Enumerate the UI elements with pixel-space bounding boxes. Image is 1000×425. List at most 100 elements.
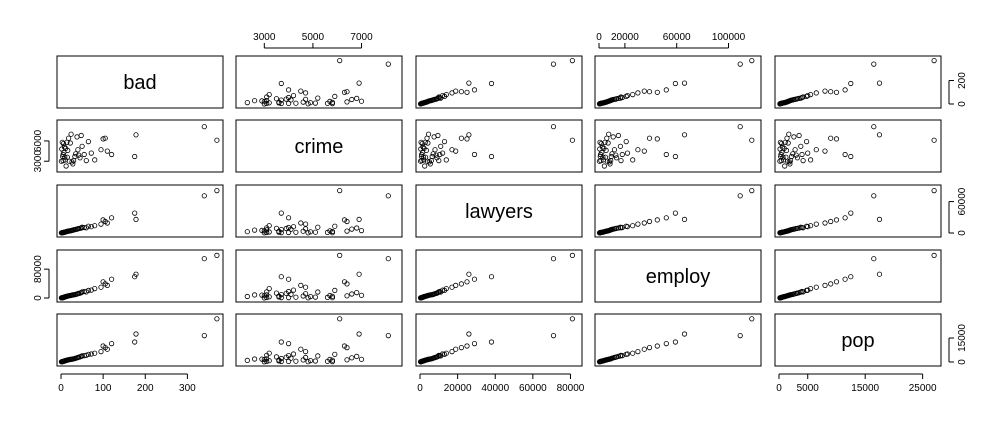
point-pop-lawyers-6 bbox=[458, 344, 464, 351]
point-bad-crime-23 bbox=[252, 98, 258, 104]
point-crime-employ-15 bbox=[615, 132, 622, 139]
point-crime-bad-8 bbox=[98, 147, 104, 153]
point-crime-bad-13 bbox=[81, 151, 87, 158]
point-crime-pop-18 bbox=[792, 147, 798, 153]
point-bad-pop-10 bbox=[805, 93, 811, 99]
point-employ-crime-31 bbox=[329, 293, 335, 299]
point-pop-bad-2 bbox=[133, 331, 139, 337]
point-employ-crime-2 bbox=[356, 271, 362, 277]
point-employ-crime-43 bbox=[305, 295, 311, 301]
point-lawyers-bad-8 bbox=[98, 221, 104, 227]
point-pop-employ-1 bbox=[737, 332, 743, 339]
x-tick-label-employ-1: 20000 bbox=[611, 32, 639, 43]
panel-pop-vs-bad bbox=[56, 313, 224, 367]
point-crime-bad-25 bbox=[68, 131, 74, 137]
point-crime-bad-1 bbox=[201, 124, 207, 130]
point-crime-bad-26 bbox=[67, 140, 73, 146]
point-bad-crime-37 bbox=[293, 100, 299, 106]
point-lawyers-employ-8 bbox=[635, 221, 641, 227]
point-pop-crime-23 bbox=[252, 356, 258, 362]
point-crime-lawyers-42 bbox=[418, 139, 424, 145]
point-pop-crime-37 bbox=[293, 358, 299, 364]
point-bad-crime-6 bbox=[344, 89, 350, 95]
point-lawyers-crime-1 bbox=[385, 193, 391, 199]
point-crime-employ-8 bbox=[635, 147, 641, 153]
point-pop-bad-1 bbox=[201, 332, 207, 339]
point-crime-employ-0 bbox=[749, 137, 755, 143]
panel-lawyers-vs-crime bbox=[235, 184, 403, 238]
point-pop-crime-33 bbox=[307, 357, 314, 364]
point-crime-pop-0 bbox=[931, 137, 937, 143]
panel-bad-vs-employ bbox=[594, 55, 762, 109]
point-lawyers-employ-44 bbox=[596, 230, 603, 236]
point-crime-lawyers-7 bbox=[464, 136, 470, 142]
point-employ-bad-44 bbox=[58, 295, 65, 301]
point-employ-crime-1 bbox=[385, 256, 391, 262]
point-employ-crime-34 bbox=[266, 294, 272, 300]
point-lawyers-crime-41 bbox=[278, 230, 284, 236]
point-pop-bad-10 bbox=[88, 351, 94, 357]
point-pop-bad-8 bbox=[98, 348, 104, 355]
point-crime-bad-42 bbox=[59, 139, 65, 145]
point-crime-employ-6 bbox=[646, 135, 653, 141]
point-crime-bad-9 bbox=[92, 157, 98, 163]
point-employ-crime-37 bbox=[293, 294, 299, 300]
point-pop-lawyers-2 bbox=[466, 331, 472, 337]
point-bad-lawyers-4 bbox=[471, 87, 478, 93]
point-pop-lawyers-1 bbox=[550, 332, 557, 339]
y-tick-label-left-employ-0: 0 bbox=[33, 295, 44, 301]
point-pop-crime-40 bbox=[285, 358, 292, 364]
point-pop-crime-14 bbox=[315, 353, 321, 359]
point-pop-crime-38 bbox=[324, 358, 331, 364]
point-crime-employ-16 bbox=[613, 155, 620, 161]
point-employ-crime-32 bbox=[244, 293, 250, 300]
y-tick-label-right-lawyers-1: 60000 bbox=[957, 187, 968, 215]
point-pop-employ-8 bbox=[635, 348, 641, 355]
point-pop-lawyers-5 bbox=[453, 346, 459, 352]
point-employ-pop-6 bbox=[828, 281, 834, 287]
point-pop-employ-7 bbox=[654, 343, 660, 349]
point-crime-lawyers-16 bbox=[434, 155, 440, 161]
point-crime-lawyers-3 bbox=[488, 153, 495, 160]
point-lawyers-crime-17 bbox=[283, 225, 289, 232]
point-crime-pop-7 bbox=[833, 136, 840, 142]
point-bad-lawyers-44 bbox=[417, 101, 424, 107]
point-lawyers-crime-35 bbox=[276, 229, 282, 235]
point-lawyers-bad-9 bbox=[92, 223, 98, 229]
point-lawyers-employ-7 bbox=[654, 217, 660, 223]
point-lawyers-employ-9 bbox=[630, 223, 636, 229]
point-crime-lawyers-38 bbox=[419, 141, 425, 147]
point-employ-crime-17 bbox=[283, 290, 289, 296]
point-crime-employ-13 bbox=[619, 151, 625, 158]
point-employ-lawyers-4 bbox=[471, 276, 478, 282]
point-pop-crime-29 bbox=[300, 357, 306, 363]
panel-bad-vs-bad bbox=[56, 55, 224, 109]
point-crime-bad-0 bbox=[214, 137, 220, 143]
point-pop-lawyers-8 bbox=[449, 348, 455, 355]
x-tick-label-lawyers-0: 0 bbox=[417, 383, 423, 394]
point-crime-pop-6 bbox=[828, 135, 834, 141]
point-employ-crime-40 bbox=[285, 294, 292, 301]
point-crime-bad-32 bbox=[63, 163, 69, 169]
point-lawyers-crime-19 bbox=[349, 226, 355, 232]
point-lawyers-crime-25 bbox=[358, 228, 365, 234]
point-bad-lawyers-1 bbox=[550, 61, 557, 67]
point-employ-crime-23 bbox=[252, 292, 258, 298]
point-crime-pop-13 bbox=[799, 151, 805, 158]
point-pop-crime-42 bbox=[329, 358, 335, 365]
point-pop-crime-2 bbox=[356, 331, 362, 337]
point-lawyers-crime-33 bbox=[307, 229, 314, 235]
point-crime-lawyers-6 bbox=[458, 135, 464, 141]
panel-crime-vs-lawyers bbox=[415, 119, 583, 173]
point-employ-bad-1 bbox=[201, 256, 207, 262]
point-bad-crime-32 bbox=[244, 100, 250, 106]
point-bad-pop-8 bbox=[813, 90, 819, 96]
point-crime-pop-43 bbox=[777, 146, 783, 152]
panel-employ-vs-employ bbox=[594, 249, 762, 303]
point-pop-lawyers-7 bbox=[464, 343, 470, 349]
point-crime-employ-32 bbox=[601, 163, 608, 169]
point-bad-employ-14 bbox=[617, 95, 624, 101]
point-pop-employ-5 bbox=[641, 346, 647, 352]
point-employ-crime-41 bbox=[278, 294, 284, 301]
